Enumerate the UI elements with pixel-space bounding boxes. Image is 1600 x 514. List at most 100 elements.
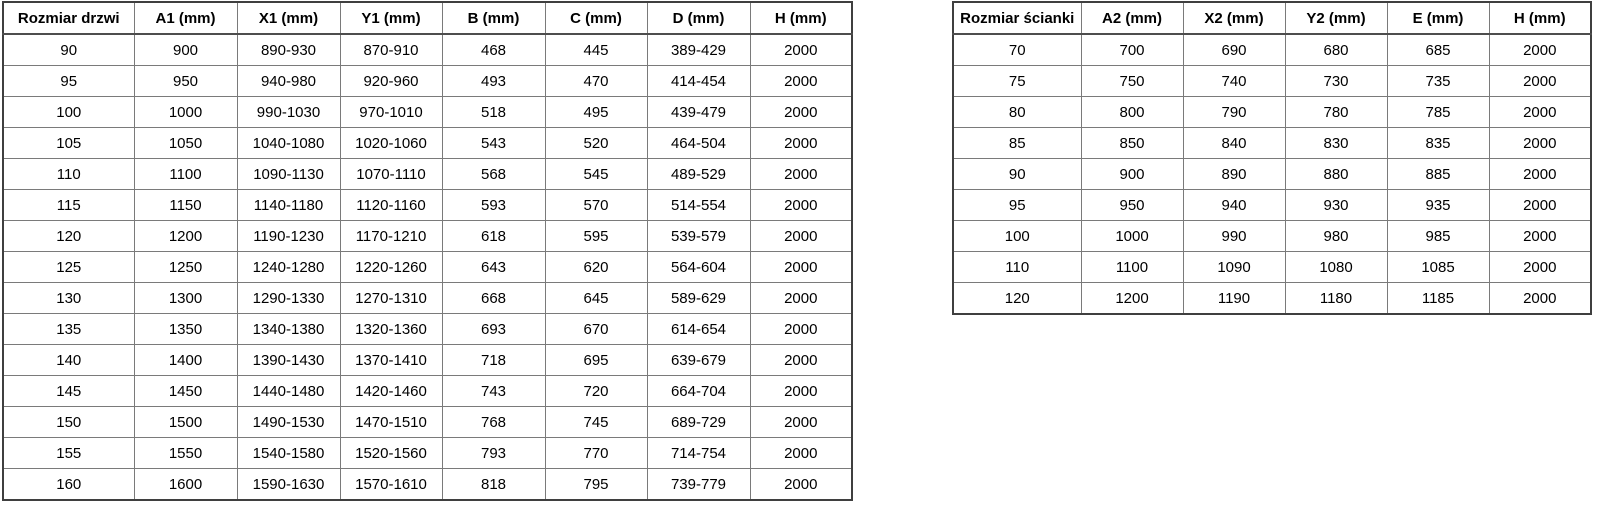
table-cell: 145 [2,375,135,407]
column-header: Y1 (mm) [339,1,443,35]
table-cell: 1550 [133,437,238,469]
table-cell: 514-554 [646,189,751,221]
table-row: 155 1550 1540-1580 1520-1560 793 770 714-754 20… [2,437,853,469]
table-cell: 85 [952,127,1082,159]
table-cell: 1050 [133,127,238,159]
table-cell: 595 [544,220,648,252]
table-cell: 800 [1080,96,1184,128]
table-row: 90 900 890 880 885 2000 [952,158,1592,190]
table-cell: 1290-1330 [236,282,341,314]
column-header: E (mm) [1386,1,1490,35]
table-row: 90 900 890-930 870-910 468 445 389-429 2000 [2,33,853,66]
table-cell: 125 [2,251,135,283]
table-cell: 645 [544,282,648,314]
column-header: H (mm) [1488,1,1592,35]
table-cell: 790 [1182,96,1286,128]
table-cell: 1420-1460 [339,375,443,407]
table-cell: 935 [1386,189,1490,221]
table-cell: 720 [544,375,648,407]
column-header: Rozmiar drzwi [2,1,135,35]
table-cell: 414-454 [646,65,751,97]
table-cell: 1400 [133,344,238,376]
table-cell: 885 [1386,158,1490,190]
table-cell: 1120-1160 [339,189,443,221]
table-cell: 1570-1610 [339,468,443,501]
table-cell: 2000 [749,282,853,314]
table-cell: 1340-1380 [236,313,341,345]
table-cell: 835 [1386,127,1490,159]
table-cell: 793 [441,437,546,469]
table-cell: 464-504 [646,127,751,159]
table-cell: 1390-1430 [236,344,341,376]
table-cell: 2000 [749,437,853,469]
table-cell: 730 [1284,65,1388,97]
table-cell: 564-604 [646,251,751,283]
table-cell: 768 [441,406,546,438]
table-cell: 985 [1386,220,1490,252]
table-cell: 75 [952,65,1082,97]
table-cell: 2000 [749,468,853,501]
table-row: 130 1300 1290-1330 1270-1310 668 645 589-629 20… [2,282,853,314]
table-cell: 1190-1230 [236,220,341,252]
table-cell: 489-529 [646,158,751,190]
table-cell: 135 [2,313,135,345]
table-cell: 2000 [749,158,853,190]
table-cell: 714-754 [646,437,751,469]
table-cell: 900 [1080,158,1184,190]
table-cell: 2000 [749,33,853,66]
table-cell: 1150 [133,189,238,221]
table-row: 100 1000 990 980 985 2000 [952,220,1592,252]
table-cell: 493 [441,65,546,97]
table-cell: 570 [544,189,648,221]
column-header: C (mm) [544,1,648,35]
column-header: A1 (mm) [133,1,238,35]
table-cell: 155 [2,437,135,469]
table-cell: 439-479 [646,96,751,128]
table-cell: 940 [1182,189,1286,221]
table-cell: 1185 [1386,282,1490,315]
table-cell: 818 [441,468,546,501]
table-cell: 2000 [1488,65,1592,97]
table-cell: 100 [952,220,1082,252]
table-cell: 1020-1060 [339,127,443,159]
table-cell: 950 [1080,189,1184,221]
table-cell: 589-629 [646,282,751,314]
column-header: H (mm) [749,1,853,35]
table-cell: 1270-1310 [339,282,443,314]
table-cell: 2000 [1488,127,1592,159]
table-cell: 110 [2,158,135,190]
table-cell: 795 [544,468,648,501]
table-cell: 2000 [749,189,853,221]
table-cell: 470 [544,65,648,97]
table-cell: 840 [1182,127,1286,159]
table-cell: 1100 [133,158,238,190]
table-cell: 1100 [1080,251,1184,283]
table-cell: 1080 [1284,251,1388,283]
table-cell: 115 [2,189,135,221]
table-row: 145 1450 1440-1480 1420-1460 743 720 664-704 20… [2,375,853,407]
table-cell: 90 [952,158,1082,190]
column-header: X2 (mm) [1182,1,1286,35]
table-cell: 1000 [133,96,238,128]
table-cell: 689-729 [646,406,751,438]
table-cell: 664-704 [646,375,751,407]
table-cell: 1040-1080 [236,127,341,159]
table-row: 140 1400 1390-1430 1370-1410 718 695 639-679 20… [2,344,853,376]
table-row: 110 1100 1090-1130 1070-1110 568 545 489-529 20… [2,158,853,190]
table-cell: 1200 [1080,282,1184,315]
table-cell: 770 [544,437,648,469]
table-cell: 930 [1284,189,1388,221]
table-cell: 1000 [1080,220,1184,252]
table-cell: 670 [544,313,648,345]
table-cell: 445 [544,33,648,66]
table-cell: 2000 [749,65,853,97]
table-cell: 618 [441,220,546,252]
column-header: B (mm) [441,1,546,35]
table-cell: 2000 [749,96,853,128]
table-cell: 980 [1284,220,1388,252]
table-cell: 890-930 [236,33,341,66]
table-cell: 740 [1182,65,1286,97]
table-row: 70 700 690 680 685 2000 [952,33,1592,66]
table-row: 95 950 940-980 920-960 493 470 414-454 2000 [2,65,853,97]
table-cell: 745 [544,406,648,438]
